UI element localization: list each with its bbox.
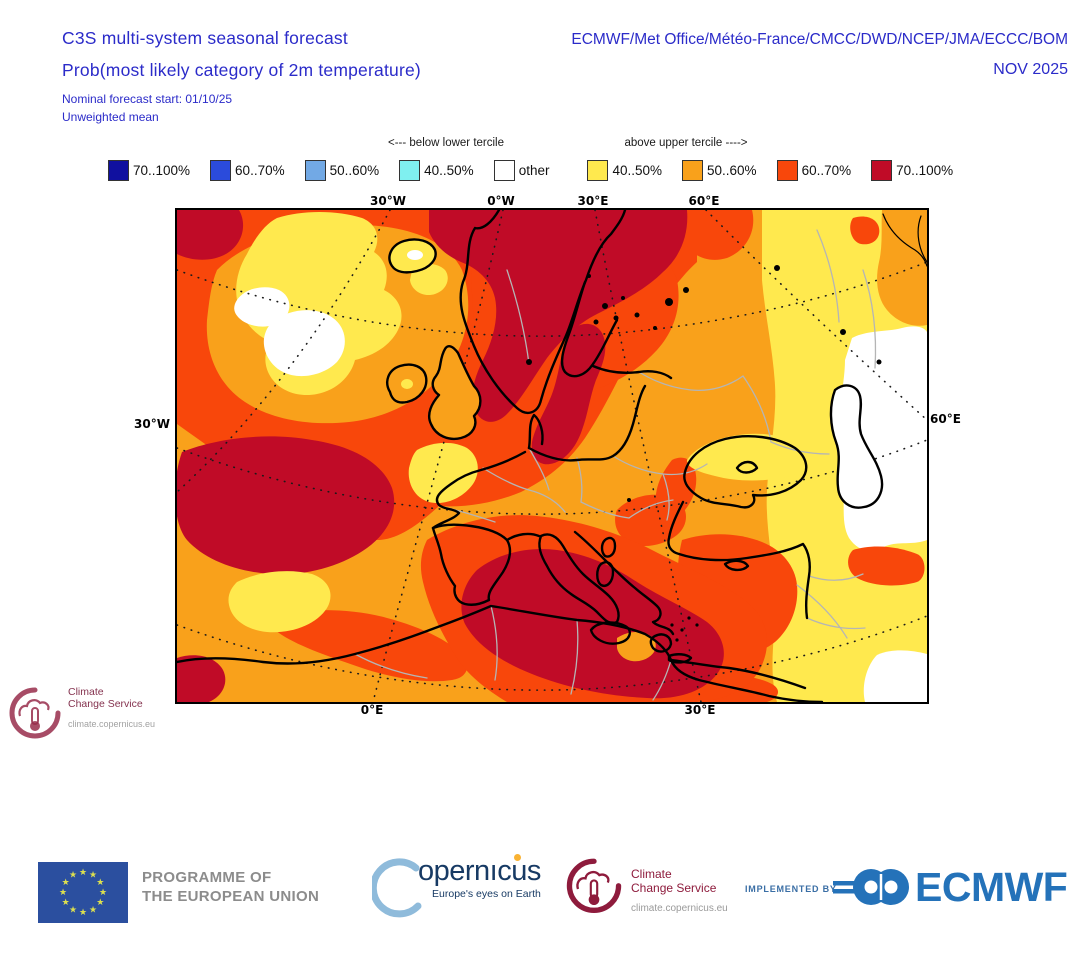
ccs-footer-logo: Climate Change Service climate.copernicu… [565,857,728,921]
svg-text:★: ★ [79,908,87,918]
ccs-logo-icon [566,858,622,913]
country-borders [354,229,877,701]
model-list: ECMWF/Met Office/Météo-France/CMCC/DWD/N… [571,31,1068,48]
legend-swatch [304,160,326,181]
copernicus-tagline: Europe's eyes on Earth [432,888,541,900]
lakes [526,265,882,642]
legend-swatch [587,160,609,181]
ccs-logo-icon [9,687,61,739]
legend-label: 60..70% [801,163,852,178]
svg-text:★: ★ [89,905,97,915]
legend-label: 50..60% [329,163,380,178]
legend-item: 60..70% [776,160,852,181]
legend-item: 70..100% [108,160,190,181]
svg-text:★: ★ [62,878,70,888]
forecast-map [175,208,929,704]
legend-label: 70..100% [896,163,954,178]
legend-label: 40..50% [424,163,474,178]
legend-label: 60..70% [235,163,285,178]
legend-item: other [493,160,550,181]
map-top-label: 30°E [577,194,609,208]
map-top-label: 30°W [370,194,406,208]
weighting-note: Unweighted mean [62,110,159,124]
legend-item: 70..100% [871,160,953,181]
eu-programme-label: PROGRAMME OF THE EUROPEAN UNION [142,869,320,905]
legend-label: 70..100% [133,163,191,178]
legend-label: 50..60% [707,163,757,178]
legend-swatch [493,160,515,181]
map-bottom-label: 30°E [684,703,716,717]
svg-text:★: ★ [62,898,70,908]
ccs-watermark: Climate Change Service climate.copernicu… [8,686,155,746]
legend-item: 40..50% [587,160,662,181]
map-top-label: 60°E [688,194,720,208]
eu-flag: ★ ★ ★ ★ ★ ★ ★ ★ ★ ★ ★ ★ [38,862,128,928]
svg-text:★: ★ [59,888,67,898]
ecmwf-logo: ECMWF [833,862,1068,912]
map-left-label: 30°W [134,417,170,431]
svg-text:★: ★ [69,905,77,915]
coastlines [175,208,928,704]
ecmwf-wordmark: ECMWF [915,863,1068,910]
svg-text:★: ★ [96,898,104,908]
svg-text:★: ★ [79,868,87,878]
ccs-watermark-url: climate.copernicus.eu [68,719,156,729]
valid-month: NOV 2025 [993,61,1068,78]
forecast-map-graphic [175,208,928,704]
legend-swatch [682,160,704,181]
legend-item: 50..60% [682,160,757,181]
legend: 70..100% 60..70% 50..60% 40..50% other 4… [108,160,953,181]
legend-item: 40..50% [399,160,474,181]
legend-swatch [776,160,798,181]
page-subtitle: Prob(most likely category of 2m temperat… [62,60,421,80]
svg-text:★: ★ [96,878,104,888]
copernicus-logo: opernıcus Europe's eyes on Earth [372,854,541,926]
legend-item: 60..70% [210,160,285,181]
legend-swatch [108,160,129,181]
svg-text:★: ★ [89,871,97,881]
graticule [176,209,928,703]
forecast-start: Nominal forecast start: 01/10/25 [62,92,233,106]
legend-above-header: above upper tercile ----> [624,137,748,149]
copernicus-crescent-icon [372,858,422,918]
map-bottom-label: 0°E [360,703,384,717]
legend-swatch [210,160,232,181]
svg-text:★: ★ [99,888,107,898]
legend-label: other [518,163,550,178]
ccs-footer-name: Climate Change Service [631,867,717,895]
legend-swatch [871,160,893,181]
page-title: C3S multi-system seasonal forecast [62,28,348,48]
legend-item: 50..60% [304,160,380,181]
map-top-label: 0°W [487,194,515,208]
copernicus-wordmark: opernıcus [418,855,541,887]
copernicus-dot-icon [514,854,521,861]
map-right-label: 60°E [930,412,961,426]
legend-swatch [399,160,421,181]
svg-text:★: ★ [69,871,77,881]
implemented-by-label: IMPLEMENTED BY [745,884,837,894]
legend-below-header: <--- below lower tercile [388,137,504,149]
legend-label: 40..50% [612,163,663,178]
ccs-watermark-name: Climate Change Service [68,686,143,710]
ecmwf-symbol-icon [833,869,909,905]
ccs-footer-url: climate.copernicus.eu [631,903,728,914]
